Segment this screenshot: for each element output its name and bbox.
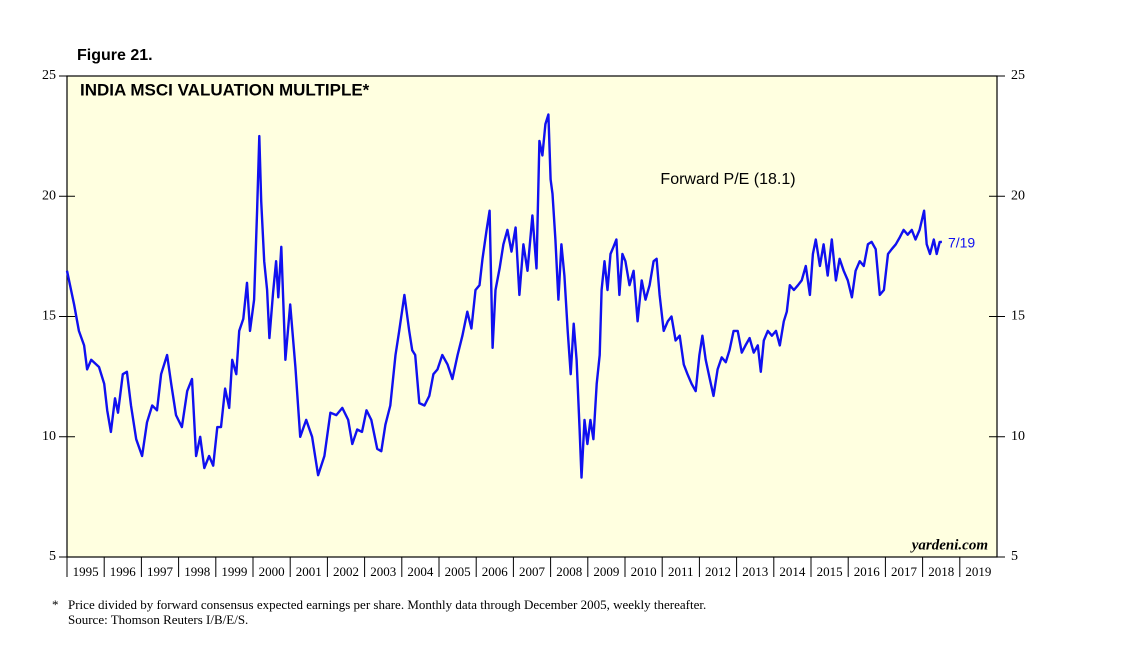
x-tick-label: 1995 — [73, 564, 99, 579]
source-brand: yardeni.com — [910, 537, 988, 553]
y-tick-label: 20 — [42, 188, 56, 203]
end-label: 7/19 — [948, 235, 975, 251]
x-tick-label: 2007 — [519, 564, 546, 579]
chart-title: INDIA MSCI VALUATION MULTIPLE* — [80, 80, 370, 99]
y-tick-label: 5 — [49, 549, 56, 564]
x-tick-label: 2015 — [817, 564, 843, 579]
x-tick-label: 1997 — [147, 564, 174, 579]
x-tick-label: 2008 — [556, 564, 582, 579]
plot-background — [66, 75, 998, 558]
x-tick-label: 2010 — [631, 564, 657, 579]
x-tick-label: 2004 — [407, 564, 434, 579]
y2-tick-label: 5 — [1011, 549, 1018, 564]
x-tick-label: 2016 — [854, 564, 881, 579]
x-tick-label: 2013 — [742, 564, 768, 579]
x-tick-label: 1998 — [184, 564, 210, 579]
x-tick-label: 2001 — [296, 564, 322, 579]
x-tick-label: 2000 — [259, 564, 285, 579]
x-tick-label: 2019 — [965, 564, 991, 579]
x-tick-label: 1996 — [110, 564, 137, 579]
x-tick-label: 2011 — [668, 564, 694, 579]
y-tick-label: 25 — [42, 68, 56, 83]
y-tick-label: 10 — [42, 429, 56, 444]
y2-tick-label: 10 — [1011, 429, 1025, 444]
annotation: Forward P/E (18.1) — [660, 171, 795, 188]
x-tick-label: 2002 — [333, 564, 359, 579]
x-tick-label: 2005 — [445, 564, 471, 579]
y2-tick-label: 15 — [1011, 309, 1025, 324]
x-tick-label: 2012 — [705, 564, 731, 579]
y2-tick-label: 25 — [1011, 68, 1025, 83]
pe-line — [65, 113, 942, 479]
x-tick-label: 2006 — [482, 564, 509, 579]
source: Source: Thomson Reuters I/B/E/S. — [68, 612, 248, 627]
y-tick-label: 15 — [42, 309, 56, 324]
y2-tick-label: 20 — [1011, 188, 1025, 203]
footnote: Price divided by forward consensus expec… — [68, 597, 706, 612]
footnote-marker: * — [52, 597, 59, 612]
x-tick-label: 2003 — [370, 564, 396, 579]
x-tick-label: 1999 — [221, 564, 247, 579]
x-tick-label: 2014 — [779, 564, 806, 579]
x-tick-label: 2018 — [928, 564, 954, 579]
figure-label: Figure 21. — [77, 47, 153, 64]
x-tick-label: 2017 — [891, 564, 918, 579]
x-tick-label: 2009 — [593, 564, 619, 579]
